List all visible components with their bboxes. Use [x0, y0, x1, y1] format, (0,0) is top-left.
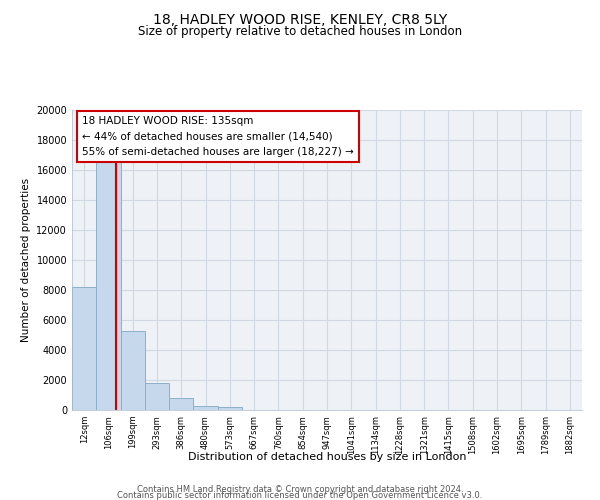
Text: Distribution of detached houses by size in London: Distribution of detached houses by size …: [188, 452, 466, 462]
Text: 18 HADLEY WOOD RISE: 135sqm
← 44% of detached houses are smaller (14,540)
55% of: 18 HADLEY WOOD RISE: 135sqm ← 44% of det…: [82, 116, 354, 157]
Bar: [145, 383, 169, 410]
Bar: [72, 287, 96, 410]
Y-axis label: Number of detached properties: Number of detached properties: [21, 178, 31, 342]
Text: Contains HM Land Registry data © Crown copyright and database right 2024.: Contains HM Land Registry data © Crown c…: [137, 485, 463, 494]
Bar: [121, 330, 145, 410]
Bar: [218, 407, 242, 410]
Bar: [96, 162, 121, 410]
Bar: [193, 406, 218, 410]
Text: 18, HADLEY WOOD RISE, KENLEY, CR8 5LY: 18, HADLEY WOOD RISE, KENLEY, CR8 5LY: [153, 12, 447, 26]
Bar: [169, 398, 193, 410]
Text: Size of property relative to detached houses in London: Size of property relative to detached ho…: [138, 25, 462, 38]
Text: Contains public sector information licensed under the Open Government Licence v3: Contains public sector information licen…: [118, 491, 482, 500]
